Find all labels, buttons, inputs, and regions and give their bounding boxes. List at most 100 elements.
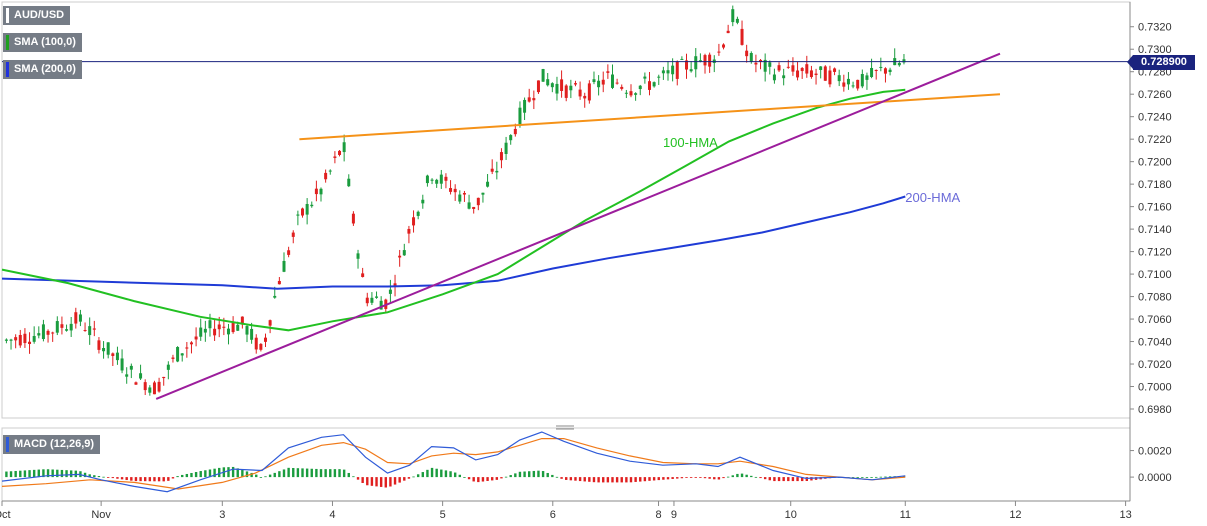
macd-histogram-bar bbox=[416, 474, 420, 478]
candle-body bbox=[870, 67, 874, 78]
macd-histogram-bar bbox=[190, 472, 193, 478]
y-tick-label: 0.7160 bbox=[1138, 202, 1172, 214]
macd-histogram-bar bbox=[606, 477, 610, 483]
candle-body bbox=[671, 65, 675, 75]
candle-body bbox=[888, 69, 892, 72]
macd-histogram-bar bbox=[509, 475, 512, 478]
macd-histogram-bar bbox=[523, 471, 526, 478]
macd-histogram-bar bbox=[329, 469, 332, 478]
candle-body bbox=[698, 60, 702, 62]
macd-histogram-bar bbox=[689, 477, 693, 478]
candle-body bbox=[647, 81, 651, 90]
macd-histogram-bar bbox=[759, 477, 762, 479]
macd-histogram-bar bbox=[56, 469, 59, 478]
macd-histogram-bar bbox=[458, 474, 462, 478]
candle-body bbox=[657, 76, 661, 78]
candle-body bbox=[421, 199, 425, 204]
macd-histogram-bar bbox=[680, 477, 684, 479]
macd-histogram-bar bbox=[782, 477, 785, 482]
macd-histogram-bar bbox=[384, 477, 387, 488]
candle-body bbox=[106, 342, 110, 355]
macd-histogram-bar bbox=[421, 472, 424, 478]
macd-histogram-bar bbox=[731, 475, 734, 478]
macd-histogram-bar bbox=[791, 477, 795, 482]
macd-histogram-bar bbox=[532, 470, 536, 478]
macd-histogram-bar bbox=[565, 477, 568, 480]
macd-histogram-bar bbox=[236, 468, 239, 478]
y-tick-label: 0.7320 bbox=[1138, 22, 1172, 34]
sma100-legend[interactable]: SMA (100,0) bbox=[3, 33, 82, 52]
candle-body bbox=[194, 336, 198, 340]
macd-histogram-bar bbox=[634, 477, 637, 482]
candle-body bbox=[578, 89, 582, 97]
macd-histogram-bar bbox=[102, 476, 105, 478]
candle-body bbox=[291, 232, 295, 237]
candle-body bbox=[842, 82, 846, 87]
candle-body bbox=[213, 328, 217, 336]
macd-histogram-bar bbox=[662, 477, 665, 480]
candle-body bbox=[254, 337, 258, 350]
macd-histogram-bar bbox=[490, 477, 494, 481]
candle-body bbox=[523, 99, 527, 113]
candle-body bbox=[231, 322, 235, 333]
macd-histogram-bar bbox=[870, 477, 873, 478]
macd-histogram-bar bbox=[736, 473, 739, 478]
macd-histogram-bar bbox=[60, 469, 64, 478]
candle-body bbox=[41, 324, 45, 340]
macd-histogram-bar bbox=[130, 477, 133, 481]
candle-body bbox=[536, 80, 540, 93]
candle-body bbox=[83, 329, 87, 331]
candle-body bbox=[189, 342, 193, 345]
macd-histogram-bar bbox=[805, 477, 809, 482]
candle-body bbox=[458, 194, 462, 202]
candle-body bbox=[430, 179, 434, 181]
y-tick-label: 0.7040 bbox=[1138, 337, 1172, 349]
y-tick-label: 0.7120 bbox=[1138, 247, 1172, 259]
macd-histogram-bar bbox=[861, 477, 864, 478]
candle-body bbox=[624, 92, 628, 94]
candle-body bbox=[407, 228, 411, 234]
candle-body bbox=[564, 85, 568, 98]
candle-body bbox=[55, 321, 59, 333]
candle-body bbox=[185, 347, 189, 349]
candle-body bbox=[449, 188, 453, 192]
macd-histogram-bar bbox=[754, 476, 758, 478]
macd-histogram-bar bbox=[28, 470, 31, 478]
macd-histogram-bar bbox=[787, 477, 790, 482]
candle-body bbox=[111, 353, 115, 356]
macd-histogram-bar bbox=[768, 477, 771, 481]
macd-legend[interactable]: MACD (12,26,9) bbox=[3, 435, 101, 454]
macd-histogram-bar bbox=[324, 469, 327, 478]
sma200-legend[interactable]: SMA (200,0) bbox=[3, 60, 82, 79]
candle-body bbox=[361, 273, 365, 277]
candle-body bbox=[490, 168, 494, 172]
macd-histogram-bar bbox=[176, 476, 179, 478]
macd-histogram-bar bbox=[435, 468, 438, 478]
macd-histogram-bar bbox=[481, 477, 485, 482]
macd-histogram-bar bbox=[227, 467, 230, 478]
macd-histogram-bar bbox=[541, 471, 545, 478]
candle-body bbox=[685, 60, 689, 70]
macd-histogram-bar bbox=[597, 477, 600, 483]
candle-body bbox=[731, 9, 735, 23]
macd-histogram-bar bbox=[879, 476, 883, 478]
macd-histogram-bar bbox=[639, 477, 642, 482]
candle-body bbox=[333, 156, 337, 158]
candle-body bbox=[46, 330, 50, 335]
candle-body bbox=[467, 202, 471, 209]
macd-histogram-bar bbox=[851, 477, 855, 478]
candle-body bbox=[573, 83, 577, 85]
macd-histogram-bar bbox=[333, 469, 337, 478]
candle-body bbox=[129, 365, 133, 370]
macd-histogram-bar bbox=[745, 474, 748, 478]
candle-body bbox=[555, 83, 559, 94]
y-tick-label: 0.7300 bbox=[1138, 44, 1172, 56]
macd-histogram-bar bbox=[495, 477, 499, 480]
macd-histogram-bar bbox=[671, 477, 674, 479]
macd-histogram-bar bbox=[726, 476, 730, 478]
candle-body bbox=[273, 295, 277, 298]
candle-body bbox=[393, 283, 397, 287]
candle-body bbox=[638, 85, 642, 90]
candle-body bbox=[102, 348, 106, 352]
macd-histogram-bar bbox=[194, 472, 198, 478]
